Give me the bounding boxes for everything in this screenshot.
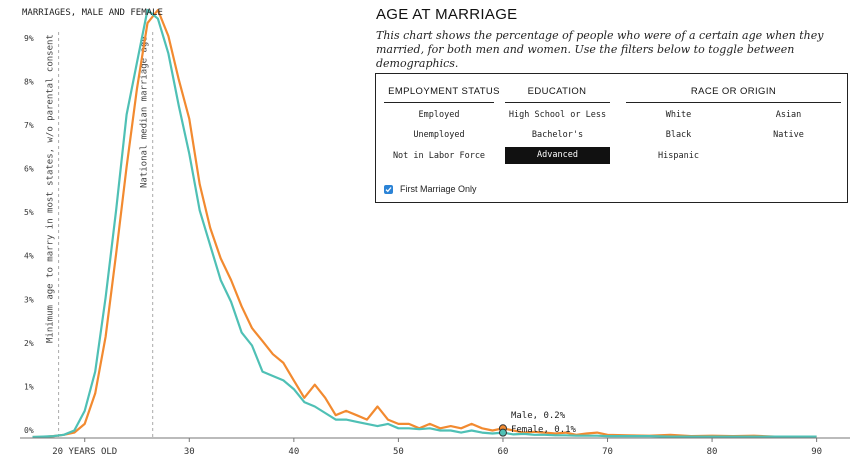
page-subtitle: This chart shows the percentage of peopl… [376, 29, 824, 70]
y-tick-label: 3% [24, 295, 34, 304]
group-divider-employment [384, 102, 494, 103]
first-marriage-checkbox[interactable]: First Marriage Only [384, 184, 477, 194]
filter-option-asian[interactable]: Asian [775, 110, 802, 120]
x-tick-label: 80 [707, 447, 718, 457]
y-tick-label: 7% [24, 121, 34, 130]
filter-option-white[interactable]: White [665, 110, 692, 120]
y-tick-label: 5% [24, 208, 34, 217]
filter-option-high-school[interactable]: High School or Less [508, 110, 607, 120]
series-line-male [32, 8, 817, 439]
y-tick-label: 2% [24, 339, 34, 348]
y-tick-label: 6% [24, 165, 34, 174]
filter-option-black[interactable]: Black [665, 130, 692, 140]
group-header-race: RACE OR ORIGIN [690, 86, 777, 97]
filter-option-advanced[interactable]: Advanced [505, 147, 610, 164]
filter-option-not-in-labor-force[interactable]: Not in Labor Force [392, 151, 486, 161]
filter-option-employed[interactable]: Employed [418, 110, 460, 120]
x-tick-label: 30 [184, 447, 195, 457]
hover-label-female: Female, 0.1% [511, 425, 577, 435]
y-tick-label: 0% [24, 426, 34, 435]
group-header-education: EDUCATION [527, 86, 587, 97]
x-tick-label: 70 [602, 447, 613, 457]
filter-panel: EMPLOYMENT STATUS Employed Unemployed No… [375, 73, 848, 203]
x-tick-label: 20 YEARS OLD [52, 447, 117, 457]
min-age-label: Minimum age to marry in most states, w/o… [46, 34, 56, 343]
x-tick-label: 90 [811, 447, 822, 457]
filter-option-hispanic[interactable]: Hispanic [658, 151, 699, 161]
series-line-female [32, 8, 817, 439]
filter-option-unemployed[interactable]: Unemployed [413, 130, 465, 140]
hover-point-female [498, 428, 507, 437]
filter-option-native[interactable]: Native [773, 130, 804, 140]
median-age-label: National median marriage age [140, 36, 150, 188]
filter-option-bachelors[interactable]: Bachelor's [531, 130, 584, 140]
y-tick-label: 4% [24, 252, 34, 261]
hover-label-male: Male, 0.2% [511, 411, 566, 421]
group-divider-race [626, 102, 841, 103]
x-tick-label: 60 [498, 447, 509, 457]
group-header-employment: EMPLOYMENT STATUS [388, 86, 500, 97]
y-tick-label: 9% [24, 34, 34, 43]
x-tick-label: 50 [393, 447, 404, 457]
y-tick-label: 8% [24, 77, 34, 86]
title-block: AGE AT MARRIAGE This chart shows the per… [376, 6, 846, 71]
checkbox-checked-icon [384, 184, 393, 194]
page-title: AGE AT MARRIAGE [376, 6, 518, 23]
y-tick-label: 1% [24, 382, 34, 391]
chart-title: MARRIAGES, MALE AND FEMALE [22, 8, 163, 18]
group-divider-education [505, 102, 610, 103]
first-marriage-label: First Marriage Only [400, 184, 477, 194]
x-tick-label: 40 [288, 447, 299, 457]
